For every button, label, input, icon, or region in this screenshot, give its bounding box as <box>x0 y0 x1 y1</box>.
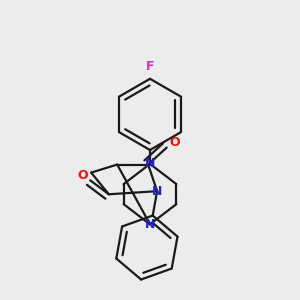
Text: O: O <box>77 169 88 182</box>
Text: N: N <box>152 185 162 198</box>
Text: N: N <box>145 158 155 170</box>
Text: O: O <box>169 136 180 149</box>
Text: N: N <box>145 218 155 231</box>
Text: F: F <box>146 60 154 73</box>
